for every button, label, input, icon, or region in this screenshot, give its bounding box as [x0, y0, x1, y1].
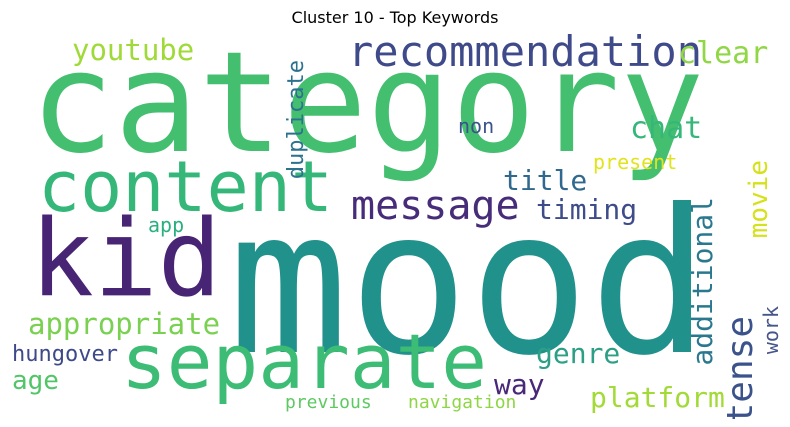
word-additional: additional [686, 197, 719, 366]
word-duplicate: duplicate [284, 60, 309, 180]
word-previous: previous [285, 392, 372, 413]
word-age: age [12, 366, 59, 396]
word-category: category [30, 34, 705, 185]
word-content: content [38, 146, 334, 228]
word-separate: separate [121, 317, 488, 406]
word-clear: clear [678, 36, 769, 71]
word-recommendation: recommendation [348, 34, 703, 76]
word-youtube: youtube [72, 34, 195, 67]
word-cloud: category mood kid content separate recom… [8, 34, 783, 419]
word-non: non [458, 114, 495, 138]
word-chat: chat [630, 111, 703, 146]
word-title: title [503, 164, 588, 197]
word-timing: timing [536, 193, 638, 226]
word-appropriate: appropriate [28, 307, 221, 341]
word-mood: mood [228, 167, 710, 400]
word-navigation: navigation [408, 392, 517, 413]
word-kid: kid [30, 197, 222, 320]
word-tense: tense [720, 316, 761, 419]
word-work: work [759, 306, 783, 355]
word-way: way [494, 368, 545, 401]
word-message: message [351, 183, 520, 229]
chart-title: Cluster 10 - Top Keywords [291, 8, 499, 27]
word-present: present [593, 150, 678, 174]
word-hungover: hungover [12, 342, 118, 367]
word-genre: genre [536, 337, 621, 370]
word-platform: platform [590, 381, 725, 414]
word-movie: movie [744, 160, 774, 239]
word-app: app [148, 213, 185, 237]
